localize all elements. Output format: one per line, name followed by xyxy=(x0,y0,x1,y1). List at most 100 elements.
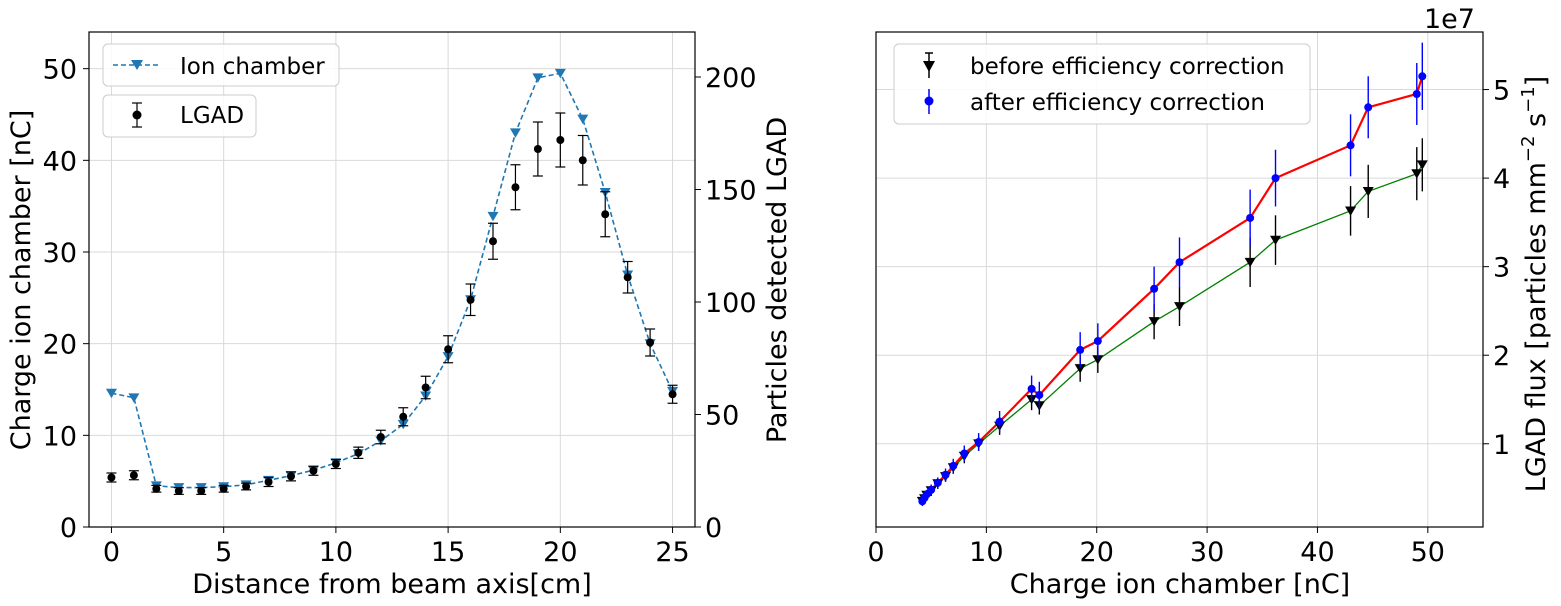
left-data xyxy=(105,68,679,495)
before-point xyxy=(1148,317,1160,327)
after-point xyxy=(927,485,936,494)
lgad-point xyxy=(668,390,677,399)
y2-tick-label: 50 xyxy=(705,401,739,432)
after-point xyxy=(1412,89,1421,98)
y-tick-label: 5 xyxy=(1493,76,1510,107)
y-tick-label: 10 xyxy=(43,421,77,452)
right-ticks: 0 10 20 30 40 50 1 2 3 4 5 xyxy=(867,76,1510,568)
x-tick-label: 10 xyxy=(319,537,353,568)
right-y-label-main: LGAD flux [particles mm xyxy=(1521,162,1552,492)
y2-tick-label: 200 xyxy=(705,63,757,94)
x-tick-label: 5 xyxy=(215,537,232,568)
lgad-point xyxy=(331,460,340,468)
lgad-point xyxy=(578,156,587,165)
right-y-axis-label: LGAD flux [particles mm−2 s−1] xyxy=(1518,76,1552,492)
legend-ion-chamber-label: Ion chamber xyxy=(180,54,325,80)
legend-after-marker xyxy=(924,96,934,106)
x-tick-label: 20 xyxy=(543,537,577,568)
left-legend: Ion chamber LGAD xyxy=(102,43,340,138)
right-y-label-mid: s xyxy=(1521,113,1552,136)
before-point xyxy=(1416,160,1428,170)
before-point xyxy=(1270,235,1282,246)
ion-chamber-point xyxy=(487,211,499,222)
right-chart: 0 10 20 30 40 50 1 2 3 4 5 Charge ion chamber [nC]… xyxy=(867,4,1552,600)
lgad-point xyxy=(242,482,251,491)
fit-line-after xyxy=(921,75,1424,502)
after-point xyxy=(1076,345,1085,354)
before-point xyxy=(1411,169,1423,179)
after-point xyxy=(1175,258,1184,267)
left-ticks: 0 5 10 15 20 25 0 10 20 30 40 50 0 50 100 150 200 xyxy=(43,55,757,568)
lgad-point xyxy=(489,237,497,246)
after-point xyxy=(960,449,969,458)
lgad-point xyxy=(197,487,206,495)
lgad-point xyxy=(511,183,520,192)
y-tick-label: 40 xyxy=(43,146,77,177)
right-plot-frame xyxy=(875,31,1484,528)
x-tick-label: 10 xyxy=(969,537,1003,568)
before-point xyxy=(1362,186,1374,197)
after-point xyxy=(933,478,942,487)
after-point xyxy=(949,461,958,470)
ion-chamber-point xyxy=(554,68,566,79)
y2-tick-label: 0 xyxy=(705,513,722,544)
after-point xyxy=(1418,72,1427,81)
left-plot-frame xyxy=(88,31,696,528)
y2-tick-label: 100 xyxy=(705,288,757,319)
after-point xyxy=(1035,391,1044,400)
legend-box-ion-chamber xyxy=(102,43,340,87)
x-tick-label: 15 xyxy=(431,537,465,568)
lgad-point xyxy=(152,484,161,493)
lgad-point xyxy=(556,136,565,144)
legend-ion-chamber-marker xyxy=(131,60,143,70)
after-point xyxy=(1246,213,1255,222)
x-tick-label: 50 xyxy=(1411,537,1445,568)
fit-line-before xyxy=(921,164,1423,502)
lgad-point xyxy=(107,473,116,482)
x-tick-label: 20 xyxy=(1080,537,1114,568)
y-tick-label: 30 xyxy=(43,238,77,269)
after-point xyxy=(1150,284,1159,293)
lgad-point xyxy=(129,471,138,480)
lgad-point xyxy=(466,295,475,304)
y-tick-label: 50 xyxy=(43,55,77,86)
lgad-point xyxy=(376,433,385,441)
right-y-label-end: ] xyxy=(1521,76,1552,87)
y-tick-label: 20 xyxy=(43,330,77,361)
after-point xyxy=(995,417,1004,426)
left-x-axis-label: Distance from beam axis[cm] xyxy=(192,569,592,600)
lgad-point xyxy=(219,484,228,493)
left-chart: 0 5 10 15 20 25 0 10 20 30 40 50 0 50 100 150 200 Distan… xyxy=(6,31,793,600)
x-tick-label: 25 xyxy=(655,537,689,568)
y-tick-label: 3 xyxy=(1493,253,1510,284)
legend-after-label: after efficiency correction xyxy=(970,90,1265,116)
x-tick-label: 30 xyxy=(1190,537,1224,568)
lgad-point xyxy=(174,487,183,495)
after-point xyxy=(1271,174,1280,183)
before-point xyxy=(1074,364,1086,374)
lgad-point xyxy=(309,466,318,475)
ion-chamber-point xyxy=(128,393,140,403)
lgad-point xyxy=(623,273,632,282)
lgad-point xyxy=(354,448,363,457)
legend-lgad-marker xyxy=(132,110,142,120)
right-y-label-exp2: −1 xyxy=(1518,86,1539,113)
after-point xyxy=(1093,337,1102,346)
lgad-point xyxy=(601,210,610,219)
after-point xyxy=(974,437,983,446)
lgad-point xyxy=(264,478,273,486)
lgad-point xyxy=(287,472,295,481)
legend-before-label: before efficiency correction xyxy=(970,54,1285,80)
y-tick-label: 2 xyxy=(1493,341,1510,372)
right-offset-text: 1e7 xyxy=(1424,4,1475,35)
y-tick-label: 4 xyxy=(1493,164,1510,195)
ion-chamber-point xyxy=(509,128,521,138)
lgad-point xyxy=(444,345,453,354)
legend-before-marker xyxy=(923,61,935,72)
x-tick-label: 0 xyxy=(867,537,884,568)
left-y2-axis-label: Particles detected LGAD xyxy=(762,117,793,443)
ion-chamber-point xyxy=(105,388,117,399)
lgad-point xyxy=(399,412,408,421)
lgad-point xyxy=(533,145,542,153)
